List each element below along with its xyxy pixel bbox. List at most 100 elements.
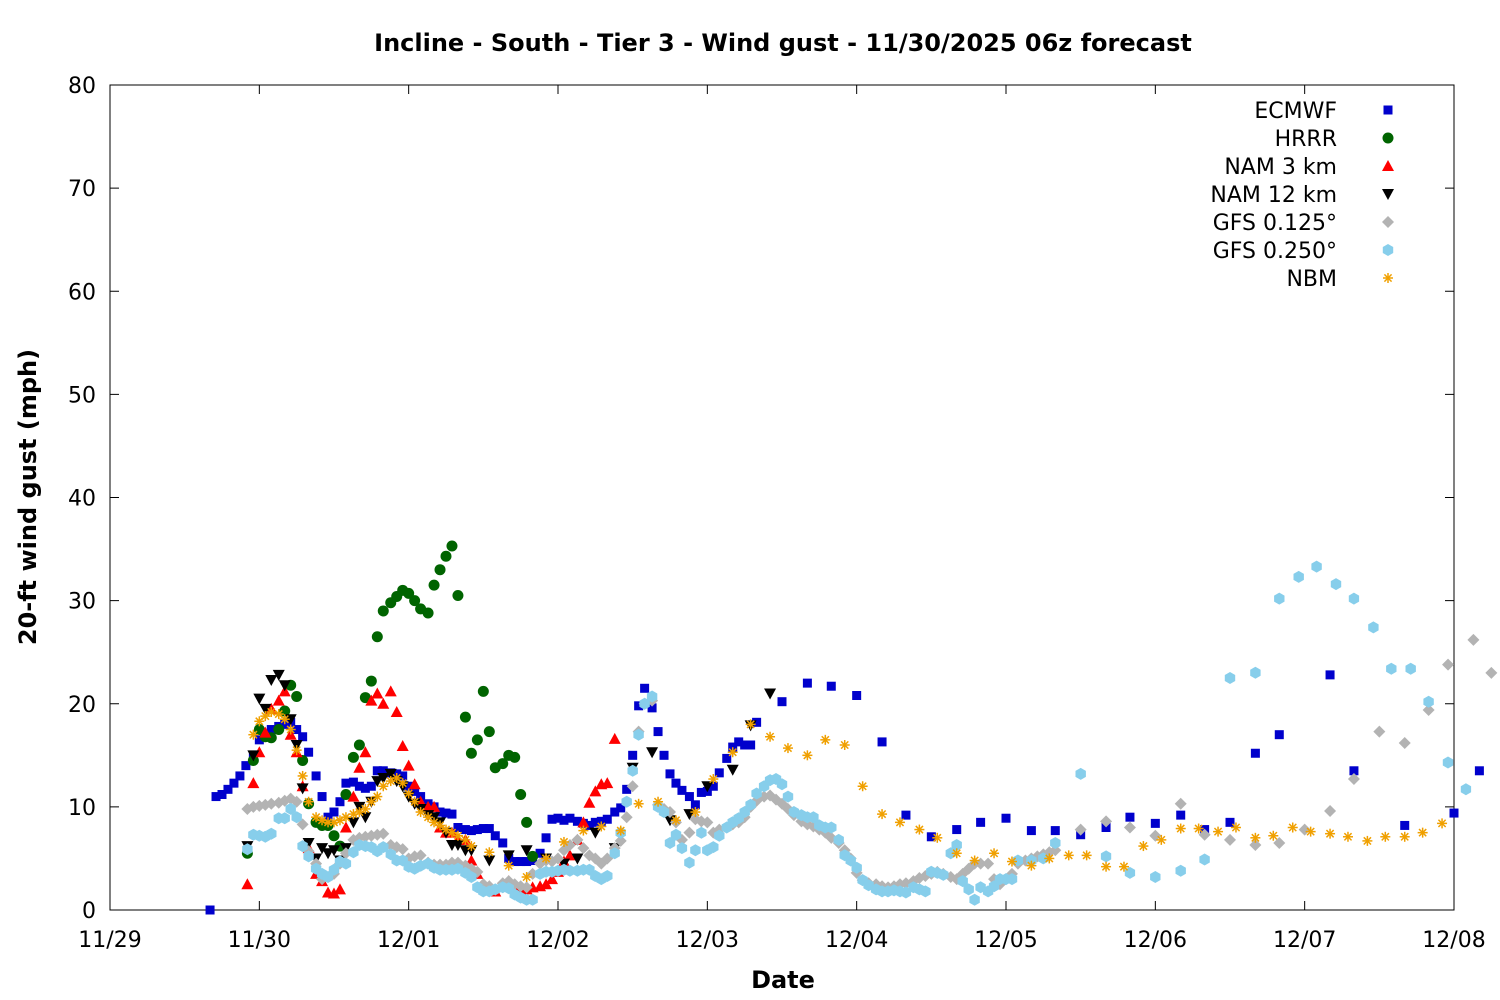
data-point bbox=[266, 827, 277, 840]
data-point bbox=[520, 845, 533, 857]
data-point bbox=[1342, 831, 1353, 842]
data-point bbox=[541, 833, 551, 843]
data-point bbox=[259, 726, 272, 738]
data-point bbox=[1405, 662, 1416, 675]
data-point bbox=[615, 825, 626, 836]
data-point bbox=[1224, 833, 1236, 846]
data-point bbox=[547, 814, 557, 824]
data-point bbox=[378, 766, 388, 776]
data-point bbox=[1225, 817, 1235, 827]
legend-label: GFS 0.250° bbox=[1213, 239, 1337, 264]
data-point bbox=[1001, 813, 1011, 823]
data-point bbox=[1324, 805, 1337, 817]
data-point bbox=[1006, 873, 1018, 886]
data-point bbox=[446, 827, 457, 838]
data-point bbox=[377, 605, 389, 617]
data-point bbox=[522, 857, 532, 867]
data-point bbox=[466, 871, 477, 883]
data-point bbox=[359, 692, 371, 704]
data-point bbox=[254, 735, 264, 745]
data-point bbox=[633, 728, 644, 741]
data-point bbox=[365, 675, 377, 687]
data-point bbox=[782, 790, 794, 803]
data-point bbox=[1224, 672, 1236, 684]
data-point bbox=[396, 740, 409, 752]
data-point bbox=[435, 820, 446, 831]
legend-marker bbox=[1382, 160, 1394, 171]
data-point bbox=[727, 747, 738, 758]
data-point bbox=[423, 812, 434, 823]
data-point bbox=[658, 806, 670, 818]
legend-marker bbox=[1382, 216, 1394, 228]
data-point bbox=[708, 774, 719, 785]
data-point bbox=[1250, 666, 1261, 679]
legend-marker bbox=[1382, 132, 1394, 144]
data-point bbox=[626, 780, 639, 793]
data-point bbox=[622, 784, 632, 794]
data-point bbox=[1362, 835, 1373, 846]
data-point bbox=[484, 847, 495, 858]
data-point bbox=[608, 732, 621, 744]
data-point bbox=[877, 737, 887, 747]
data-point bbox=[241, 761, 251, 771]
y-tick-label: 50 bbox=[68, 383, 96, 408]
data-point bbox=[497, 758, 509, 770]
data-point bbox=[484, 824, 494, 834]
x-axis-label: Date bbox=[751, 966, 815, 994]
data-point bbox=[304, 747, 314, 757]
data-point bbox=[653, 727, 663, 737]
data-point bbox=[359, 746, 372, 758]
data-point bbox=[235, 771, 245, 781]
data-point bbox=[826, 681, 836, 691]
data-point bbox=[1074, 823, 1087, 836]
data-point bbox=[1467, 633, 1480, 646]
data-point bbox=[1063, 850, 1074, 861]
data-point bbox=[1305, 826, 1316, 837]
data-point bbox=[229, 778, 239, 788]
data-point bbox=[1311, 560, 1322, 573]
data-point bbox=[1398, 736, 1411, 749]
data-point bbox=[1101, 861, 1112, 872]
data-point bbox=[676, 842, 688, 855]
data-point bbox=[247, 750, 260, 762]
legend-label: GFS 0.125° bbox=[1213, 211, 1337, 236]
data-point bbox=[1347, 773, 1360, 786]
data-point bbox=[833, 833, 844, 846]
data-point bbox=[303, 850, 314, 863]
data-point bbox=[577, 816, 590, 828]
data-point bbox=[285, 802, 296, 815]
data-point bbox=[520, 881, 533, 894]
data-point bbox=[340, 812, 351, 823]
data-point bbox=[614, 834, 627, 847]
data-point bbox=[466, 826, 476, 836]
y-tick-label: 10 bbox=[68, 796, 96, 821]
data-point bbox=[571, 853, 584, 865]
data-point bbox=[241, 878, 254, 890]
data-point bbox=[303, 796, 314, 807]
data-point bbox=[1123, 821, 1136, 834]
data-point bbox=[408, 778, 421, 790]
x-tick-label: 12/06 bbox=[1124, 928, 1187, 953]
data-point bbox=[265, 675, 278, 687]
data-point bbox=[266, 725, 276, 735]
data-point bbox=[640, 683, 650, 693]
data-point bbox=[1274, 730, 1284, 740]
data-point bbox=[422, 607, 434, 619]
data-point bbox=[851, 861, 862, 874]
data-point bbox=[353, 761, 366, 773]
data-point bbox=[347, 790, 360, 802]
data-point bbox=[976, 817, 986, 827]
x-tick-label: 12/07 bbox=[1273, 928, 1336, 953]
data-point bbox=[969, 855, 980, 866]
data-point bbox=[1442, 756, 1454, 769]
data-point bbox=[609, 847, 620, 860]
data-point bbox=[546, 873, 559, 885]
data-point bbox=[558, 836, 569, 847]
data-point bbox=[826, 821, 837, 834]
data-point bbox=[583, 796, 596, 808]
data-point bbox=[397, 778, 408, 789]
data-point bbox=[559, 815, 569, 825]
data-point bbox=[403, 788, 414, 799]
y-tick-label: 40 bbox=[68, 487, 96, 512]
